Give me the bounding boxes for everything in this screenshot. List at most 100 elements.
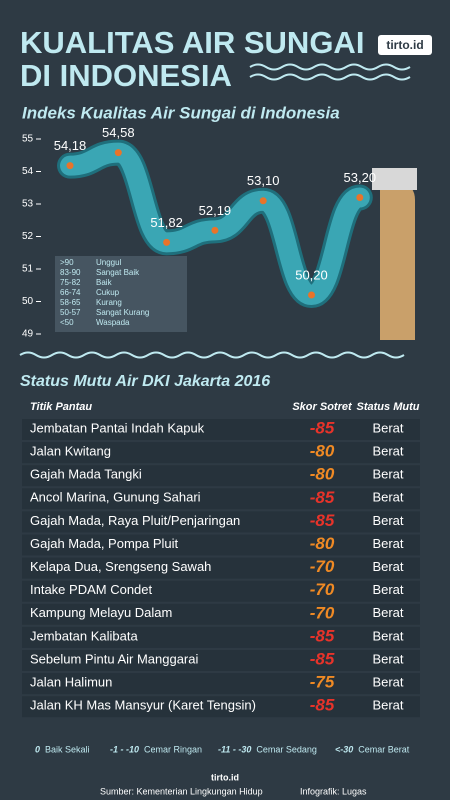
footer-credit: Infografik: Lugas <box>300 786 367 796</box>
y-tick-label: 54 <box>22 166 34 177</box>
value-label: 54,58 <box>102 125 135 140</box>
legend-label: Waspada <box>96 318 130 327</box>
row-score: -70 <box>310 580 335 599</box>
legend-range: <50 <box>60 318 74 327</box>
marker <box>66 162 74 170</box>
marker <box>259 197 267 205</box>
row-score: -80 <box>310 442 335 461</box>
row-name: Gajah Mada, Raya Pluit/Penjaringan <box>30 513 240 528</box>
row-score: -85 <box>310 418 335 437</box>
table-legend-label: Baik Sekali <box>45 744 90 754</box>
row-bg <box>22 442 420 464</box>
value-label: 51,82 <box>150 215 183 230</box>
table-legend-label: Cemar Berat <box>358 744 410 754</box>
row-score: -85 <box>310 626 335 645</box>
table-title: Status Mutu Air DKI Jakarta 2016 <box>20 373 270 390</box>
y-tick-label: 53 <box>22 199 34 210</box>
row-name: Jalan Kwitang <box>30 444 111 459</box>
legend-label: Baik <box>96 278 113 287</box>
row-score: -85 <box>310 696 335 715</box>
row-status: Berat <box>372 582 403 597</box>
table-legend-range: 0 <box>35 744 40 754</box>
legend-label: Unggul <box>96 258 122 267</box>
marker <box>163 238 171 246</box>
legend-label: Cukup <box>96 288 120 297</box>
value-label: 53,20 <box>344 170 377 185</box>
row-status: Berat <box>372 605 403 620</box>
value-label: 53,10 <box>247 173 280 188</box>
row-status: Berat <box>372 513 403 528</box>
brand-box <box>378 35 432 55</box>
row-name: Jalan Halimun <box>30 675 112 690</box>
row-status: Berat <box>372 536 403 551</box>
brand: tirto.id <box>386 38 423 52</box>
pipe <box>372 168 417 190</box>
row-status: Berat <box>372 467 403 482</box>
marker <box>114 149 122 157</box>
legend-range: >90 <box>60 258 74 267</box>
row-status: Berat <box>372 628 403 643</box>
value-label: 50,20 <box>295 267 328 282</box>
row-name: Intake PDAM Condet <box>30 582 153 597</box>
legend-range: 58-65 <box>60 298 81 307</box>
row-name: Gajah Mada, Pompa Pluit <box>30 536 179 551</box>
wave-decoration <box>249 63 411 81</box>
legend-box <box>55 256 187 332</box>
row-score: -85 <box>310 511 335 530</box>
table-legend-range: -1 - -10 <box>110 744 139 754</box>
table-legend-label: Cemar Sedang <box>256 744 317 754</box>
wave-divider <box>19 351 405 359</box>
row-bg <box>22 557 420 579</box>
row-name: Ancol Marina, Gunung Sahari <box>30 490 201 505</box>
row-status: Berat <box>372 651 403 666</box>
row-bg <box>22 511 420 533</box>
table-legend-range: <-30 <box>335 744 353 754</box>
legend-range: 83-90 <box>60 268 81 277</box>
pipe-water <box>380 182 415 340</box>
legend-range: 66-74 <box>60 288 81 297</box>
row-status: Berat <box>372 490 403 505</box>
row-bg <box>22 534 420 556</box>
row-status: Berat <box>372 698 403 713</box>
table-header: Status Mutu <box>357 401 420 413</box>
title-line: DI INDONESIA <box>20 58 232 93</box>
row-score: -80 <box>310 534 335 553</box>
marker <box>356 194 364 201</box>
row-bg <box>22 650 420 671</box>
footer-brand: tirto.id <box>211 772 239 782</box>
row-status: Berat <box>372 444 403 459</box>
row-name: Jembatan Kalibata <box>30 628 138 643</box>
row-score: -70 <box>310 603 335 622</box>
table-header: Titik Pantau <box>30 401 92 413</box>
row-score: -85 <box>310 488 335 507</box>
row-bg <box>22 465 420 487</box>
row-status: Berat <box>372 559 403 574</box>
y-tick-label: 55 <box>22 134 34 145</box>
footer-source: Sumber: Kementerian Lingkungan Hidup <box>100 786 263 796</box>
y-tick-label: 52 <box>22 231 34 242</box>
value-label: 54,18 <box>54 138 87 153</box>
line <box>60 142 370 306</box>
row-score: -85 <box>310 649 335 668</box>
legend-range: 75-82 <box>60 278 81 287</box>
row-bg <box>22 673 420 695</box>
row-bg <box>22 603 420 625</box>
legend-label: Sangat Baik <box>96 268 140 277</box>
row-status: Berat <box>372 675 403 690</box>
marker <box>308 291 315 299</box>
row-bg <box>22 488 420 510</box>
row-bg <box>22 419 420 440</box>
title-line: KUALITAS AIR SUNGAI <box>20 25 364 60</box>
y-tick-label: 50 <box>22 296 34 307</box>
chart-title: Indeks Kualitas Air Sungai di Indonesia <box>22 103 340 122</box>
row-bg <box>22 696 420 718</box>
row-bg <box>22 580 420 602</box>
row-score: -75 <box>310 673 335 692</box>
row-score: -70 <box>310 557 335 576</box>
row-score: -80 <box>310 465 335 484</box>
legend-range: 50-57 <box>60 308 81 317</box>
marker <box>211 226 219 234</box>
table-legend-label: Cemar Ringan <box>144 744 202 754</box>
legend-label: Kurang <box>96 298 122 307</box>
